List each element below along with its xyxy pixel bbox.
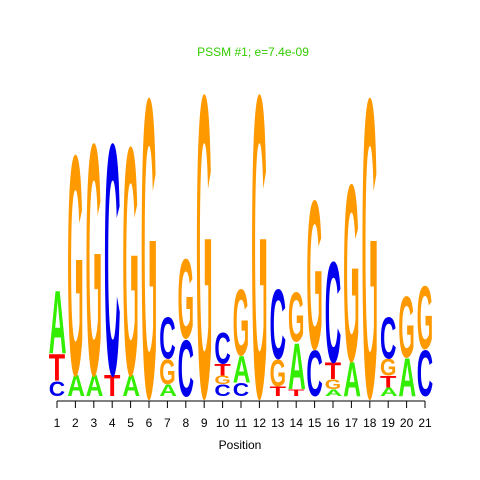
x-tick-label: 5 [127,416,134,430]
logo-letter-c-pos-10: C [214,323,230,373]
x-tick-label: 3 [90,416,97,430]
logo-letter-a-pos-19: A [380,386,398,399]
logo-letter-c-pos-15: C [306,337,322,411]
logo-letter-g-pos-16: G [325,377,341,393]
logo-letter-t-pos-4: T [104,369,121,403]
logo-letter-g-pos-15: G [306,156,322,394]
logo-letter-g-pos-6: G [141,10,157,480]
logo-letter-g-pos-10: G [214,374,230,387]
logo-letter-a-pos-16: A [325,387,343,398]
logo-letter-a-pos-20: A [398,347,416,408]
x-tick-label: 7 [164,416,171,430]
logo-letter-g-pos-2: G [67,92,83,442]
logo-letter-a-pos-2: A [67,368,85,402]
x-tick-label: 8 [182,416,189,430]
logo-letter-t-pos-10: T [214,361,231,380]
x-tick-label: 4 [109,416,116,430]
logo-letter-g-pos-20: G [398,279,414,377]
logo-letter-a-pos-14: A [288,330,306,404]
logo-letter-g-pos-12: G [251,5,267,480]
x-tick-label: 21 [418,416,432,430]
logo-letter-a-pos-1: A [49,272,67,373]
logo-letter-a-pos-11: A [233,348,251,391]
x-tick-label: 9 [201,416,208,430]
x-tick-label: 12 [253,416,267,430]
logo-letter-c-pos-19: C [380,307,396,372]
x-tick-label: 2 [72,416,79,430]
x-tick-label: 15 [308,416,322,430]
x-tick-label: 20 [400,416,414,430]
logo-letter-t-pos-16: T [325,358,342,384]
logo-letter-c-pos-13: C [270,270,286,380]
x-tick-label: 10 [216,416,230,430]
logo-letter-a-pos-17: A [343,353,361,407]
logo-letter-a-pos-3: A [86,368,104,402]
logo-letter-g-pos-9: G [196,5,212,480]
logo-letter-a-pos-5: A [122,368,140,402]
logo-letter-t-pos-14: T [288,388,305,398]
logo-letter-t-pos-13: T [270,383,286,399]
logo-letter-c-pos-11: C [233,380,249,401]
logo-letter-c-pos-4: C [104,75,120,445]
logo-letter-t-pos-1: T [49,346,65,389]
x-tick-label: 16 [326,416,340,430]
x-tick-label: 19 [382,416,396,430]
logo-letter-g-pos-21: G [417,267,433,368]
x-axis-title: Position [219,438,262,452]
x-axis: 1 2 3 4 5 6 7 8 9 10 11 12 13 14 15 16 17 18 19 20 21 [54,400,432,430]
logo-letter-c-pos-8: C [178,324,194,414]
logo-letter-g-pos-5: G [122,79,138,443]
x-tick-label: 13 [271,416,285,430]
logo-letter-g-pos-17: G [343,132,359,414]
logo-letter-g-pos-13: G [270,352,286,394]
logo-letter-c-pos-10: C [214,382,230,400]
logo-letter-t-pos-19: T [380,373,397,392]
x-tick-label: 6 [146,416,153,430]
logo-letter-g-pos-14: G [288,279,304,358]
logo-letter-g-pos-8: G [178,237,194,364]
logo-letter-a-pos-7: A [159,382,177,400]
x-tick-label: 18 [363,416,377,430]
x-tick-label: 11 [235,416,248,430]
logo-letter-g-pos-3: G [86,75,102,445]
logo-letter-g-pos-11: G [233,271,249,376]
logo-letter-g-pos-7: G [159,354,175,393]
logo-letter-c-pos-1: C [49,377,66,401]
logo-letter-c-pos-7: C [159,307,175,372]
logo-letter-g-pos-19: G [380,355,396,381]
x-tick-label: 14 [290,416,304,430]
logo-letter-c-pos-21: C [417,337,433,411]
logo-letter-g-pos-18: G [362,10,378,480]
logo-letter-c-pos-16: C [325,232,341,393]
chart-title: PSSM #1; e=7.4e-09 [197,45,309,59]
x-tick-label: 1 [54,416,61,430]
x-tick-label: 17 [345,416,359,430]
